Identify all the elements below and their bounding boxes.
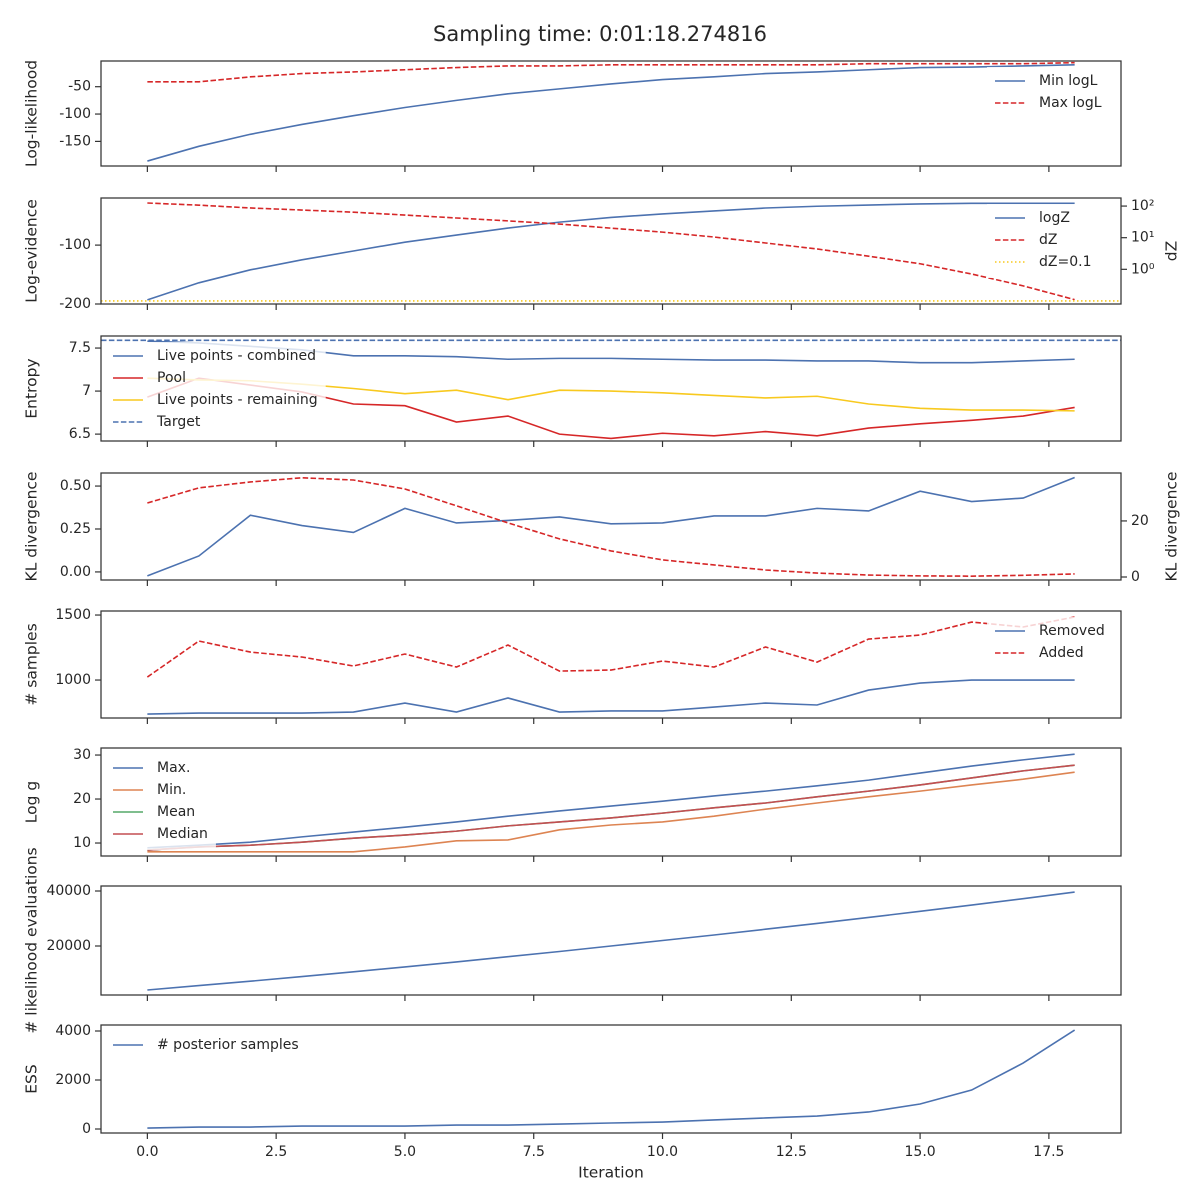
- legend-label: Median: [157, 826, 208, 842]
- legend-label: Mean: [157, 804, 195, 820]
- series-line: [147, 64, 1075, 162]
- x-tick-label: 2.5: [265, 1144, 287, 1160]
- y-axis-label: ESS: [23, 1064, 41, 1093]
- legend: # posterior samples: [105, 1031, 307, 1061]
- axes-frame: [100, 610, 1122, 719]
- series-line: [147, 61, 1075, 83]
- series-line: [147, 1029, 1076, 1129]
- axes-frame: [100, 747, 1122, 857]
- y-axis-label: Log-evidence: [23, 199, 41, 303]
- y-tick-label: 1000: [55, 672, 91, 688]
- axes-frame: [100, 60, 1122, 167]
- y-tick-label: -50: [68, 79, 91, 95]
- series-line: [147, 679, 1075, 715]
- y-axis-label: Entropy: [23, 358, 41, 418]
- y-tick-label: -200: [59, 296, 91, 312]
- y-tick-label: 6.5: [69, 426, 91, 442]
- x-axis-label: Iteration: [578, 1164, 644, 1182]
- legend: Live points - combined Pool Live points - …: [105, 342, 326, 438]
- y-tick-label: 0.00: [60, 564, 91, 580]
- legend: Max. Min. Mean Median: [105, 754, 216, 850]
- legend-label: Max.: [157, 760, 190, 776]
- legend-label: Min logL: [1039, 73, 1098, 89]
- legend-label: logZ: [1039, 210, 1070, 226]
- axes-frame: [100, 885, 1122, 996]
- legend: Removed Added: [987, 617, 1113, 669]
- y-axis-label: KL divergence: [23, 472, 41, 582]
- y-tick-label: 4000: [55, 1023, 91, 1039]
- y2-axis-label: dZ: [1163, 241, 1181, 261]
- figure-title: Sampling time: 0:01:18.274816: [433, 22, 767, 46]
- y-tick-label: 10: [73, 835, 91, 851]
- series-line: [147, 764, 1075, 851]
- x-tick-label: 15.0: [905, 1144, 936, 1160]
- y-tick-label: 20000: [46, 938, 91, 954]
- legend-label: Pool: [157, 370, 186, 386]
- x-tick-label: 17.5: [1033, 1144, 1064, 1160]
- y-tick-label: 40000: [46, 883, 91, 899]
- x-tick-label: 5.0: [394, 1144, 416, 1160]
- y-tick-label: 0: [82, 1121, 91, 1137]
- legend-label: Live points - combined: [157, 348, 316, 364]
- series-line: [147, 771, 1075, 853]
- y-tick-label: 20: [73, 791, 91, 807]
- y-tick-label: -100: [59, 106, 91, 122]
- legend-background: [987, 617, 1113, 669]
- legend-label: Live points - remaining: [157, 392, 318, 408]
- legend: logZ dZ dZ=0.1: [987, 204, 1100, 278]
- y-tick-label: 30: [73, 747, 91, 763]
- y2-tick-label: 10¹: [1131, 230, 1154, 246]
- legend-label: Min.: [157, 782, 186, 798]
- series-line: [147, 891, 1075, 991]
- axes-frame: [100, 197, 1122, 305]
- y-tick-label: 1500: [55, 607, 91, 623]
- x-tick-label: 10.0: [647, 1144, 678, 1160]
- legend-background: [105, 1031, 307, 1061]
- series-line: [147, 764, 1075, 851]
- series-line: [147, 476, 1075, 577]
- y-axis-label: # samples: [23, 623, 41, 705]
- x-tick-label: 0.0: [136, 1144, 158, 1160]
- y-tick-label: 0.25: [60, 521, 91, 537]
- legend-background: [987, 67, 1110, 119]
- series-line: [147, 476, 1075, 577]
- legend-label: Added: [1039, 645, 1084, 661]
- legend-label: Target: [156, 414, 201, 430]
- y-tick-label: -100: [59, 237, 91, 253]
- x-tick-label: 7.5: [523, 1144, 545, 1160]
- legend: Min logL Max logL: [987, 67, 1110, 119]
- y-tick-label: -150: [59, 133, 91, 149]
- y2-axis-label: KL divergence: [1163, 472, 1181, 582]
- x-tick-label: 12.5: [776, 1144, 807, 1160]
- axes-frame: [100, 472, 1122, 581]
- y2-tick-label: 20: [1131, 513, 1149, 529]
- y-tick-label: 7.5: [69, 340, 91, 356]
- y-tick-label: 2000: [55, 1072, 91, 1088]
- legend-label: dZ=0.1: [1039, 254, 1091, 270]
- y2-tick-label: 10⁰: [1131, 261, 1155, 277]
- series-line: [146, 616, 1075, 678]
- axes-frame: [100, 335, 1122, 442]
- series-line: [147, 753, 1075, 849]
- y-axis-label: Log g: [23, 781, 41, 823]
- y2-tick-label: 10²: [1131, 198, 1154, 214]
- axes-frame: [100, 1024, 1122, 1134]
- legend-label: dZ: [1039, 232, 1057, 248]
- y-axis-label: Log-likelihood: [23, 60, 41, 167]
- legend-label: # posterior samples: [157, 1037, 299, 1053]
- y2-tick-label: 0: [1131, 569, 1140, 585]
- series-line: [147, 202, 1075, 301]
- legend-background: [987, 204, 1100, 278]
- y-tick-label: 0.50: [60, 478, 91, 494]
- series-line: [147, 202, 1075, 301]
- legend-label: Max logL: [1039, 95, 1102, 111]
- y-tick-label: 7: [82, 383, 91, 399]
- y-axis-label: # likelihood evaluations: [23, 847, 41, 1033]
- legend-label: Removed: [1039, 623, 1105, 639]
